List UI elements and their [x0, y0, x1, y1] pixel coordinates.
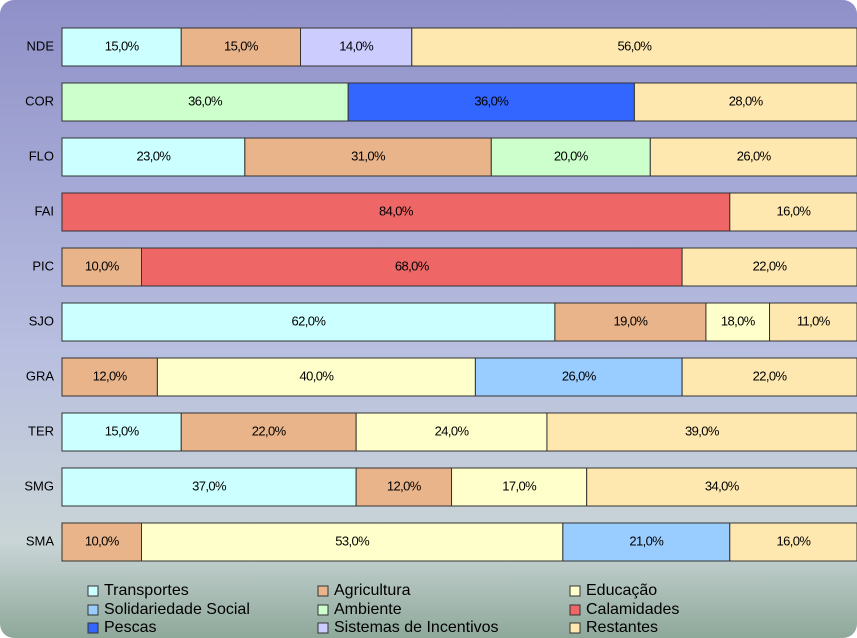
y-tick-label: COR — [25, 93, 54, 108]
data-label: 11,0% — [797, 313, 831, 328]
data-label: 36,0% — [474, 93, 509, 108]
data-label: 28,0% — [729, 93, 764, 108]
legend-label: Transportes — [104, 582, 189, 599]
data-label: 62,0% — [292, 313, 327, 328]
bar-segment — [180, 27, 301, 67]
bar-segment — [729, 522, 857, 562]
bar-segment — [451, 467, 588, 507]
data-label: 56,0% — [617, 38, 652, 53]
bar-segment — [244, 137, 492, 177]
bar-segment — [61, 467, 357, 507]
y-tick-label: FLO — [29, 148, 54, 163]
data-label: 16,0% — [776, 203, 811, 218]
bar-segment — [649, 137, 857, 177]
legend-label: Pescas — [104, 619, 156, 636]
data-label: 36,0% — [188, 93, 223, 108]
legend-swatch — [317, 604, 329, 616]
data-label: 34,0% — [705, 478, 740, 493]
data-label: 26,0% — [562, 368, 597, 383]
bar-segment — [61, 247, 142, 287]
legend-swatch — [317, 585, 329, 597]
data-label: 84,0% — [379, 203, 414, 218]
bar-segment — [61, 82, 349, 122]
data-label: 21,0% — [629, 533, 664, 548]
y-tick-label: SMG — [24, 478, 54, 493]
y-tick-label: NDE — [27, 38, 55, 53]
data-label: 39,0% — [685, 423, 720, 438]
data-label: 18,0% — [721, 313, 756, 328]
data-label: 14,0% — [339, 38, 374, 53]
data-label: 10,0% — [85, 258, 120, 273]
bar-segment — [61, 357, 158, 397]
data-label: 15,0% — [224, 38, 259, 53]
data-label: 19,0% — [613, 313, 648, 328]
legend-swatch — [569, 604, 581, 616]
bar-segment — [61, 412, 182, 452]
bar-segment — [546, 412, 857, 452]
y-tick-label: GRA — [26, 368, 55, 383]
bar-segment — [61, 192, 731, 232]
data-label: 26,0% — [737, 148, 772, 163]
data-label: 10,0% — [85, 533, 120, 548]
data-label: 16,0% — [776, 533, 811, 548]
data-label: 68,0% — [395, 258, 430, 273]
bar-segment — [633, 82, 857, 122]
bar-segment — [411, 27, 857, 67]
data-label: 17,0% — [502, 478, 537, 493]
bar-segment — [61, 302, 556, 342]
bar-segment — [141, 247, 683, 287]
data-label: 15,0% — [105, 38, 140, 53]
data-label: 24,0% — [435, 423, 470, 438]
bar-segment — [474, 357, 683, 397]
bar-segment — [355, 467, 453, 507]
bar-segment — [554, 302, 707, 342]
y-tick-label: TER — [28, 423, 54, 438]
bar-segment — [769, 302, 857, 342]
legend-swatch — [569, 585, 581, 597]
legend-label: Ambiente — [334, 601, 402, 618]
bar-segment — [355, 412, 548, 452]
y-tick-label: SJO — [29, 313, 54, 328]
legend-label: Restantes — [586, 619, 658, 636]
data-label: 31,0% — [351, 148, 386, 163]
bar-segment — [586, 467, 857, 507]
data-label: 15,0% — [105, 423, 140, 438]
legend-swatch — [87, 604, 99, 616]
legend-label: Calamidades — [586, 601, 679, 618]
bar-segment — [490, 137, 651, 177]
bar-segment — [705, 302, 771, 342]
data-label: 20,0% — [554, 148, 589, 163]
data-label: 53,0% — [335, 533, 370, 548]
data-label: 22,0% — [252, 423, 287, 438]
bar-segment — [347, 82, 635, 122]
legend-label: Solidariedade Social — [104, 601, 250, 618]
legend-swatch — [87, 585, 99, 597]
bar-segment — [562, 522, 731, 562]
data-label: 12,0% — [93, 368, 128, 383]
legend-label: Sistemas de Incentivos — [334, 619, 499, 636]
data-label: 12,0% — [387, 478, 422, 493]
y-tick-label: FAI — [34, 203, 54, 218]
bar-segment — [681, 247, 857, 287]
y-tick-label: SMA — [26, 533, 55, 548]
bar-segment — [61, 522, 142, 562]
data-label: 37,0% — [192, 478, 227, 493]
y-tick-label: PIC — [32, 258, 54, 273]
data-label: 40,0% — [299, 368, 334, 383]
bar-segment — [729, 192, 857, 232]
legend-label: Agricultura — [334, 582, 411, 599]
data-label: 22,0% — [753, 368, 788, 383]
legend-swatch — [87, 622, 99, 634]
bar-segment — [141, 522, 564, 562]
bar-segment — [180, 412, 357, 452]
legend-swatch — [569, 622, 581, 634]
data-label: 22,0% — [753, 258, 788, 273]
legend-label: Educação — [586, 582, 657, 599]
data-label: 23,0% — [136, 148, 171, 163]
legend-swatch — [317, 622, 329, 634]
bar-segment — [681, 357, 857, 397]
